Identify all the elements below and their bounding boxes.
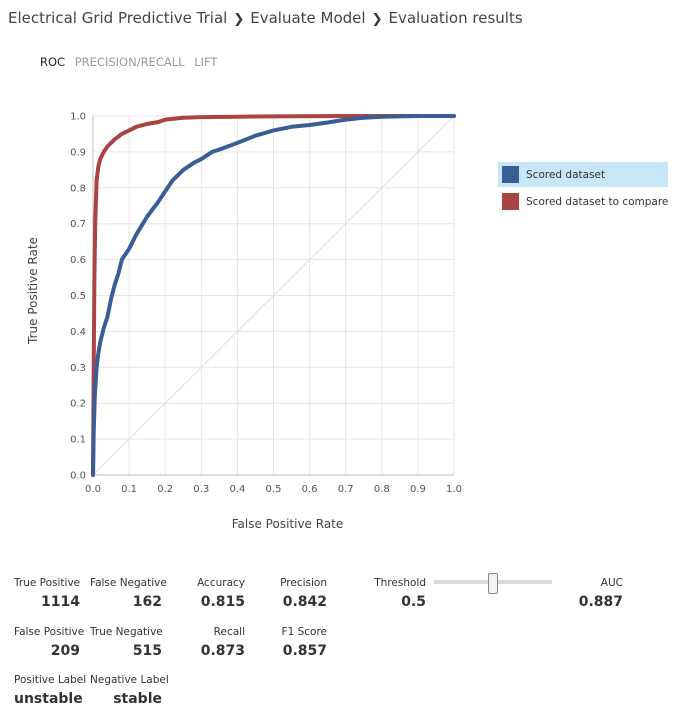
stat-label: Threshold (374, 577, 426, 589)
x-tick-label: 1.0 (446, 484, 462, 495)
stat-value: 1114 (41, 594, 80, 610)
stat-value: 0.5 (401, 594, 426, 610)
x-tick-label: 0.9 (410, 484, 426, 495)
y-tick-label: 0.9 (70, 147, 86, 158)
positive-label-stat: Positive Label unstable (14, 674, 87, 707)
tab-roc[interactable]: ROC (40, 55, 66, 69)
legend-item-scored-dataset-compare[interactable]: Scored dataset to compare (498, 189, 668, 214)
stat-value: 162 (132, 594, 162, 610)
y-tick-label: 0.5 (70, 291, 86, 302)
breadcrumb-separator-icon: ❯ (233, 12, 245, 27)
x-axis-label: False Positive Rate (232, 517, 344, 531)
chart-legend: Scored dataset Scored dataset to compare (498, 162, 668, 216)
x-tick-label: 0.1 (121, 484, 137, 495)
stat-label: Accuracy (197, 577, 245, 589)
stat-value: 0.815 (200, 594, 245, 610)
auc-stat: AUC 0.887 (570, 577, 623, 610)
y-tick-label: 0.6 (70, 255, 86, 266)
stat-value: stable (113, 691, 162, 707)
accuracy-stat: Accuracy 0.815 (190, 577, 245, 610)
x-tick-label: 0.5 (266, 484, 282, 495)
threshold-stat: Threshold 0.5 (370, 577, 426, 610)
y-tick-label: 1.0 (70, 112, 86, 123)
roc-series-scored-dataset-compare (91, 114, 456, 477)
roc-series-scored-dataset (91, 114, 456, 477)
true-negative-stat: True Negative 515 (90, 626, 163, 659)
legend-label: Scored dataset (526, 168, 606, 181)
stat-value: 0.857 (282, 643, 327, 659)
y-tick-label: 0.4 (70, 327, 86, 338)
breadcrumb: Electrical Grid Predictive Trial ❯ Evaluat… (8, 9, 523, 27)
true-positive-stat: True Positive 1114 (14, 577, 80, 610)
stat-value: unstable (14, 691, 83, 707)
stat-value: 0.842 (282, 594, 327, 610)
legend-swatch (502, 193, 519, 210)
roc-chart: 0.0 0.1 0.2 0.3 0.4 0.5 0.6 0.7 0.8 0.9 1.0 0.0 0.1 0… (26, 112, 462, 532)
stat-value: 209 (50, 643, 80, 659)
x-tick-label: 0.3 (193, 484, 209, 495)
x-tick-label: 0.4 (229, 484, 245, 495)
tab-precision-recall[interactable]: PRECISION/RECALL (74, 55, 185, 69)
stat-label: Negative Label (90, 674, 169, 686)
y-tick-label: 0.0 (70, 471, 86, 482)
legend-item-scored-dataset[interactable]: Scored dataset (498, 162, 668, 187)
stat-label: False Negative (90, 577, 167, 589)
threshold-slider-thumb[interactable] (488, 573, 498, 594)
stat-value: 0.873 (200, 643, 245, 659)
x-tick-label: 0.2 (157, 484, 173, 495)
x-tick-label: 0.8 (374, 484, 390, 495)
false-negative-stat: False Negative 162 (90, 577, 167, 610)
stat-label: True Positive (14, 577, 81, 589)
stat-label: Precision (280, 577, 327, 589)
stat-value: 515 (132, 643, 162, 659)
negative-label-stat: Negative Label stable (90, 674, 169, 707)
stat-label: False Positive (14, 626, 85, 638)
stat-value: 0.887 (578, 594, 623, 610)
stat-label: F1 Score (281, 626, 327, 638)
y-axis-label: True Positive Rate (26, 237, 40, 345)
y-tick-label: 0.3 (70, 363, 86, 374)
y-tick-label: 0.8 (70, 183, 86, 194)
chart-tabs: ROC PRECISION/RECALL LIFT (40, 55, 223, 69)
x-tick-label: 0.6 (302, 484, 318, 495)
stat-label: Positive Label (14, 674, 87, 686)
breadcrumb-module[interactable]: Evaluate Model (250, 9, 366, 27)
stat-label: Recall (213, 626, 245, 638)
legend-swatch (502, 166, 519, 183)
y-tick-label: 0.2 (70, 399, 86, 410)
stat-label: True Negative (90, 626, 163, 638)
y-tick-label: 0.7 (70, 219, 86, 230)
x-tick-label: 0.0 (85, 484, 101, 495)
x-tick-label: 0.7 (338, 484, 354, 495)
tab-lift[interactable]: LIFT (194, 55, 218, 69)
diagonal-reference-line (92, 115, 455, 476)
legend-label: Scored dataset to compare (526, 195, 669, 208)
breadcrumb-separator-icon: ❯ (371, 12, 383, 27)
precision-stat: Precision 0.842 (270, 577, 327, 610)
f1-score-stat: F1 Score 0.857 (270, 626, 327, 659)
breadcrumb-current: Evaluation results (388, 9, 523, 27)
breadcrumb-experiment[interactable]: Electrical Grid Predictive Trial (8, 9, 228, 27)
false-positive-stat: False Positive 209 (14, 626, 85, 659)
y-tick-label: 0.1 (70, 435, 86, 446)
recall-stat: Recall 0.873 (190, 626, 245, 659)
stat-label: AUC (600, 577, 623, 589)
